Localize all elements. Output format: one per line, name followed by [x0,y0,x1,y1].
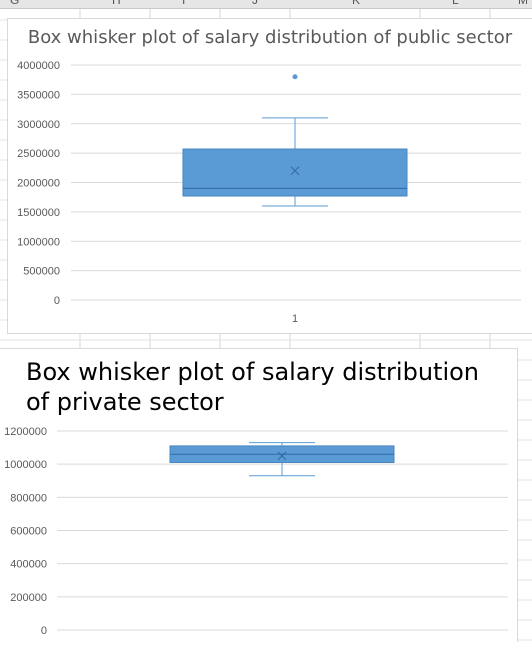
private-sector-chart[interactable]: Box whisker plot of salary distribution … [0,348,518,642]
column-letter: G [10,0,20,7]
y-tick-label: 0 [41,625,47,637]
column-letter: L [452,0,459,7]
column-letter: J [252,0,258,7]
column-header-row: G H I J K L M [0,0,532,9]
chart-title: Box whisker plot of salary distribution … [26,358,479,416]
public-sector-chart[interactable]: Box whisker plot of salary distribution … [7,18,532,334]
chart-title: Box whisker plot of salary distribution … [27,27,513,48]
private-sector-plot: 0 200000 400000 600000 800000 1000000 1200000 [4,426,508,637]
y-tick-label: 200000 [10,592,47,604]
column-letter: I [182,0,186,7]
interquartile-box [182,148,408,197]
y-tick-label: 2000000 [17,178,60,190]
mean-marker-stroke [290,166,300,176]
y-tick-label: 2500000 [17,148,60,160]
x-tick-label: 1 [292,313,298,325]
y-tick-label: 3500000 [17,89,60,101]
mean-marker [277,451,287,461]
y-tick-label: 3000000 [17,119,60,131]
y-tick-label: 500000 [23,266,60,278]
column-letter: M [518,0,528,7]
y-tick-label: 1000000 [17,236,60,248]
mean-marker [290,166,300,176]
public-sector-plot: 0 500000 1000000 1500000 2000000 2500000 30000… [17,60,521,325]
y-tick-label: 4000000 [17,60,60,72]
y-tick-label: 400000 [10,559,47,571]
mean-marker-stroke [277,451,287,461]
y-tick-label: 600000 [10,526,47,538]
y-tick-label: 800000 [10,492,47,504]
column-letter: K [352,0,361,7]
outlier-point [292,74,298,80]
y-tick-label: 1200000 [4,426,47,438]
column-letter: H [112,0,121,7]
y-tick-label: 1000000 [4,459,47,471]
y-tick-label: 1500000 [17,207,60,219]
y-tick-label: 0 [54,295,60,307]
